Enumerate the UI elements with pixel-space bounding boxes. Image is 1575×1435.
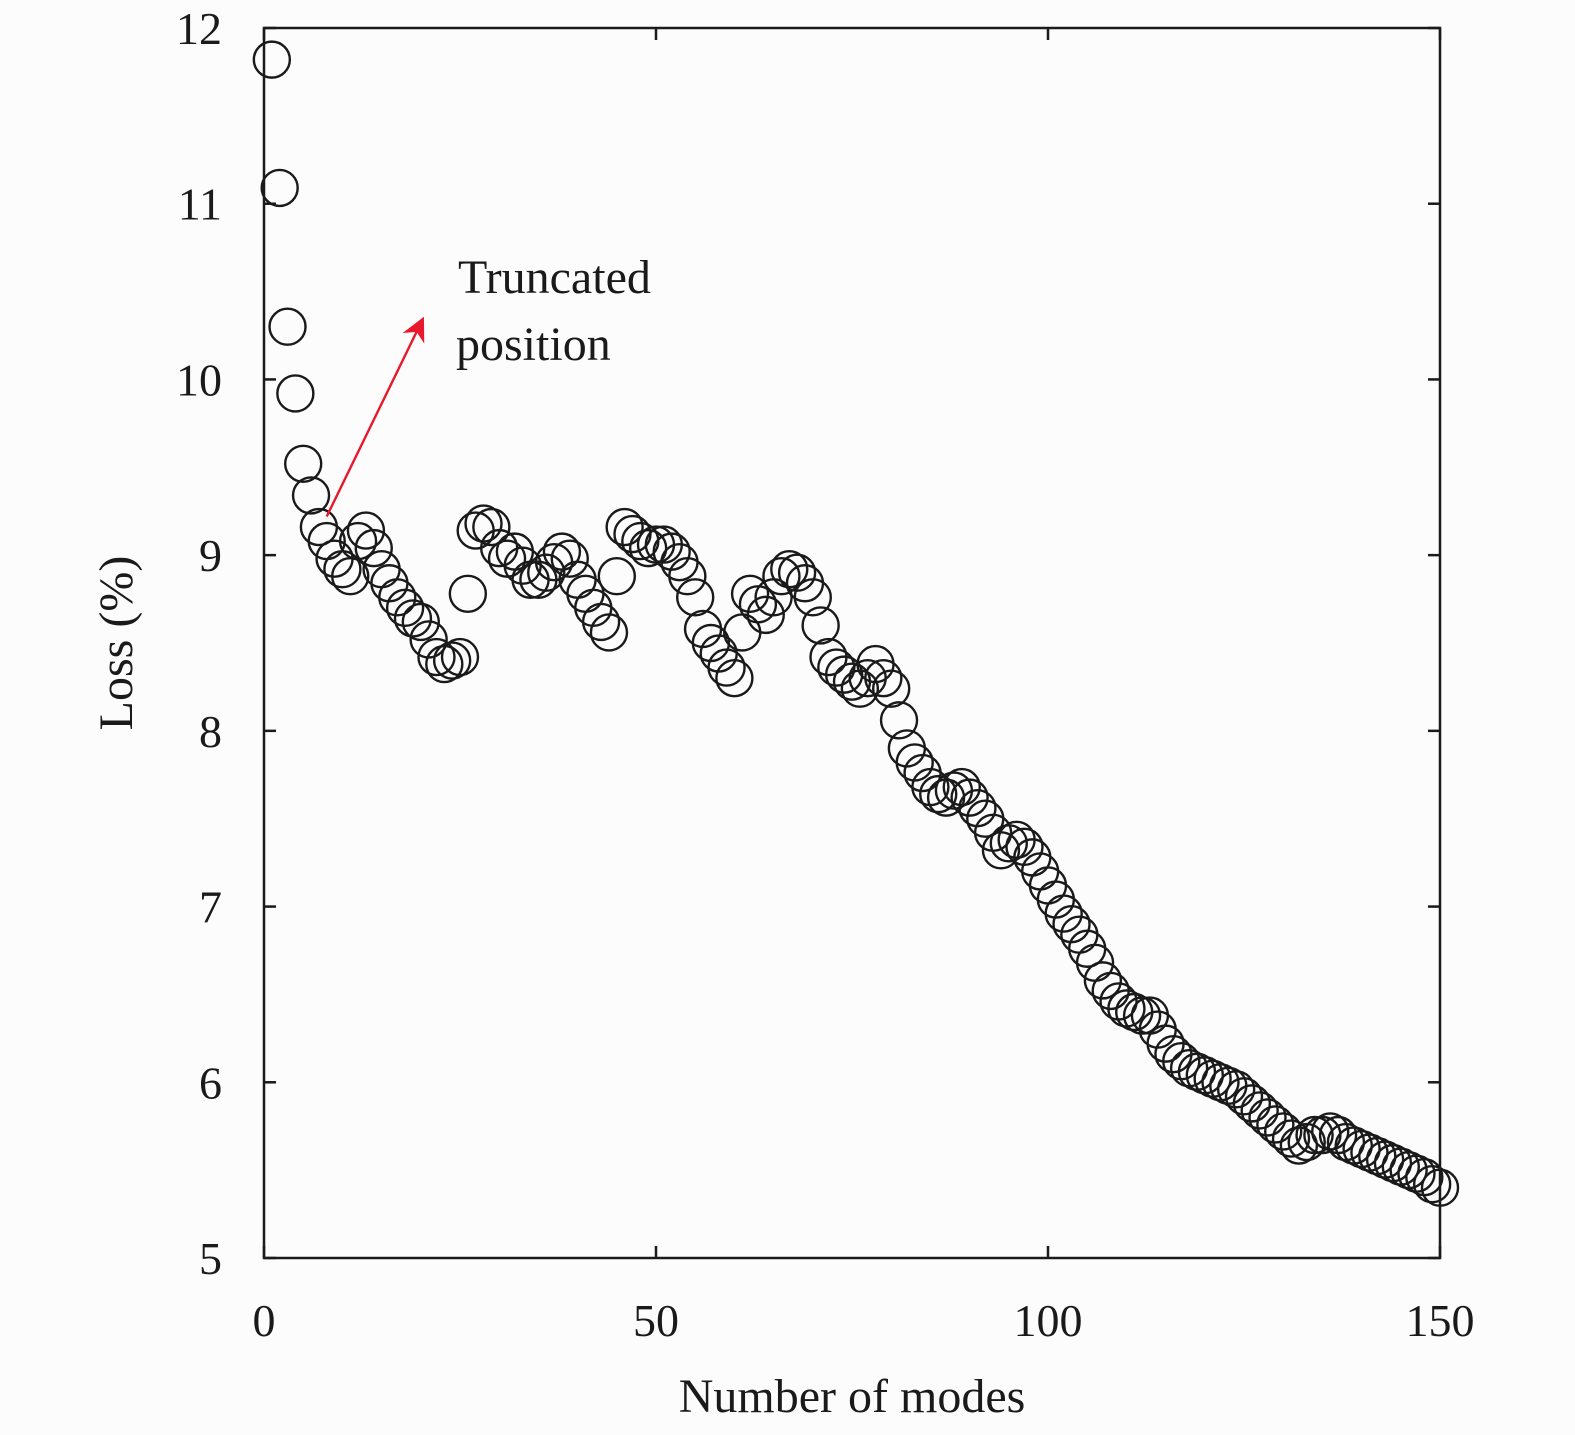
annotation-line-1: Truncated	[458, 251, 651, 304]
data-point	[589, 613, 629, 652]
data-point	[1122, 996, 1162, 1035]
data-point	[699, 634, 738, 673]
data-point	[558, 560, 597, 599]
y-tick-label: 10	[176, 354, 222, 405]
data-point	[762, 557, 801, 596]
data-point	[872, 669, 911, 708]
data-point	[715, 658, 754, 698]
data-point	[801, 606, 840, 645]
data-point	[1224, 1077, 1264, 1116]
data-point	[1067, 929, 1107, 968]
tick-labels: 0 50 100 150 5 6 7 8 9 10 11 12	[176, 3, 1475, 1346]
data-point	[628, 528, 668, 568]
data-point	[1248, 1098, 1287, 1137]
data-point	[1271, 1119, 1311, 1158]
data-point	[942, 767, 981, 807]
data-point	[252, 40, 292, 79]
y-tick-label: 9	[199, 530, 222, 581]
data-point	[950, 778, 989, 817]
data-point	[1044, 894, 1083, 933]
data-point	[895, 743, 934, 782]
annotation-line-2: position	[456, 318, 611, 371]
data-point	[730, 574, 770, 613]
y-tick-label: 5	[199, 1233, 222, 1284]
data-point	[668, 557, 707, 596]
data-point	[919, 774, 958, 814]
plot-frame	[262, 26, 1442, 1260]
annotation: Truncated position	[325, 251, 651, 518]
data-point	[566, 574, 605, 613]
data-point	[276, 374, 315, 413]
data-point	[299, 507, 339, 547]
data-point	[605, 507, 644, 547]
y-tick-label: 6	[199, 1057, 222, 1108]
data-point	[989, 824, 1028, 863]
data-points	[252, 40, 1460, 1207]
data-point	[472, 507, 511, 547]
data-point	[401, 602, 440, 642]
data-point	[574, 588, 613, 628]
data-point	[1154, 1034, 1193, 1074]
data-point	[793, 578, 832, 617]
y-tick-label: 12	[176, 3, 222, 54]
data-point	[746, 595, 785, 635]
data-point	[527, 553, 566, 592]
axis-ticks	[262, 26, 1442, 1260]
data-point	[354, 528, 393, 568]
x-tick-label: 50	[633, 1295, 679, 1346]
data-point	[323, 550, 362, 589]
data-point	[785, 564, 825, 603]
data-point	[268, 307, 307, 346]
data-point	[864, 658, 903, 698]
data-point	[370, 564, 409, 603]
data-point	[291, 476, 331, 515]
y-axis-title: Loss (%)	[90, 556, 143, 731]
data-point	[1256, 1105, 1295, 1144]
data-point	[723, 613, 762, 652]
data-point	[707, 648, 746, 687]
x-tick-label: 0	[253, 1295, 276, 1346]
data-point	[448, 574, 488, 613]
data-point	[1052, 904, 1091, 944]
x-axis-title: Number of modes	[679, 1370, 1026, 1423]
data-point	[1028, 866, 1068, 905]
data-point	[1036, 880, 1076, 919]
data-point	[284, 444, 323, 483]
x-tick-label: 100	[1014, 1295, 1083, 1346]
data-point	[378, 578, 417, 617]
data-point	[856, 644, 895, 684]
data-point	[676, 578, 715, 617]
data-point	[1083, 961, 1123, 1000]
data-point	[1295, 1115, 1334, 1155]
data-point	[385, 588, 425, 628]
data-point	[1232, 1084, 1272, 1123]
data-point	[550, 539, 589, 578]
data-point	[1412, 1164, 1452, 1204]
truncation-arrow	[325, 316, 425, 518]
y-tick-label: 11	[178, 179, 222, 230]
data-point	[770, 550, 809, 589]
data-point	[1420, 1168, 1460, 1207]
data-point	[1138, 1010, 1177, 1049]
data-point	[1263, 1112, 1303, 1151]
data-point	[362, 550, 401, 589]
data-point	[432, 641, 472, 680]
data-point	[1020, 852, 1060, 891]
data-point	[879, 701, 919, 740]
y-tick-label: 8	[199, 706, 222, 757]
data-point	[597, 557, 636, 596]
data-point	[440, 637, 480, 677]
data-point	[346, 511, 386, 550]
x-tick-label: 150	[1406, 1295, 1475, 1346]
y-tick-label: 7	[199, 882, 222, 933]
data-point	[683, 609, 723, 649]
data-point	[1240, 1091, 1279, 1130]
data-point	[393, 599, 433, 638]
data-point	[417, 637, 456, 677]
data-point	[1216, 1070, 1256, 1109]
data-point	[260, 168, 299, 208]
data-point	[581, 602, 621, 642]
